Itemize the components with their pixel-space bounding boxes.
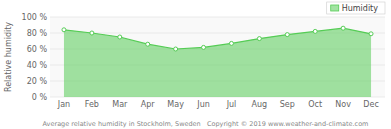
x-tick-label: Dec (363, 100, 378, 109)
plot-background (50, 17, 385, 97)
caption: Average relative humidity in Stockholm, … (43, 120, 369, 128)
point-marker (229, 41, 233, 45)
y-grid-line (50, 17, 385, 18)
point-marker (174, 47, 178, 51)
x-tick-label: Jun (196, 100, 210, 109)
legend: Humidity (327, 2, 385, 14)
y-axis-label: Relative humidity (4, 22, 13, 92)
x-tick-label: Mar (112, 100, 128, 109)
plot-marks (62, 26, 373, 97)
point-marker (257, 37, 261, 41)
area-line (64, 28, 371, 49)
chart: 0 % 20 % 40 % 60 % 80 % 100 % Jan Feb Mar Apr May J… (0, 0, 391, 129)
area-fill (64, 28, 371, 97)
y-tick-label: 40 % (27, 61, 48, 70)
x-tick-label: Aug (252, 100, 268, 109)
x-tick-label: Oct (308, 100, 322, 109)
legend-swatch (331, 5, 339, 11)
point-marker (313, 29, 317, 33)
point-marker (118, 35, 122, 39)
chart-container: 0 % 20 % 40 % 60 % 80 % 100 % Jan Feb Mar Apr May J… (0, 0, 391, 129)
x-tick-label: Sep (280, 100, 295, 109)
legend-frame (327, 2, 385, 14)
y-tick-label: 80 % (27, 29, 48, 38)
point-marker (90, 31, 94, 35)
y-tick-label: 60 % (27, 45, 48, 54)
x-tick-label: Apr (141, 100, 156, 109)
point-marker (146, 42, 150, 46)
x-tick-label: May (167, 100, 184, 109)
x-tick-label: Jul (226, 100, 237, 109)
x-tick-label: Nov (335, 100, 351, 109)
point-marker (285, 33, 289, 37)
x-tick-label: Feb (85, 100, 99, 109)
y-tick-label: 20 % (27, 77, 48, 86)
y-tick-label: 0 % (32, 93, 48, 102)
x-tick-label: Jan (57, 100, 70, 109)
legend-label: Humidity (342, 4, 379, 13)
y-tick-label: 100 % (22, 13, 48, 22)
point-marker (202, 45, 206, 49)
point-marker (369, 32, 373, 36)
point-marker (341, 26, 345, 30)
point-marker (62, 28, 66, 32)
